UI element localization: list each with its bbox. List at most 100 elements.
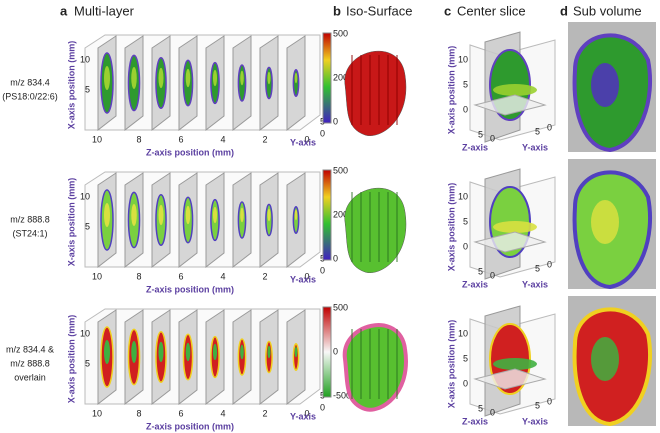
- axis-label: X-axis position (mm): [66, 315, 76, 404]
- slice-detail: [294, 72, 298, 84]
- tick-label: 10: [458, 328, 468, 338]
- axis-box: [84, 34, 321, 131]
- tick-label: 10: [92, 134, 102, 144]
- slice-detail: [212, 343, 218, 361]
- axis-box: [84, 308, 321, 405]
- slice-detail: [267, 345, 271, 359]
- tick-label: 5: [463, 216, 468, 226]
- iso-surface: [342, 323, 408, 412]
- colorbar-tick: 200: [333, 209, 348, 219]
- slice-detail: [158, 341, 164, 363]
- iso-surface: [344, 187, 407, 273]
- slice-detail: [185, 68, 191, 88]
- tick-label: 10: [458, 191, 468, 201]
- axis-label: Z-axis: [462, 142, 488, 152]
- row-label: m/z 888.8: [10, 214, 50, 224]
- axis-label: Y-axis: [290, 137, 316, 147]
- colorbar-tick: -500: [333, 390, 351, 400]
- tick-label: 10: [80, 54, 90, 64]
- axis-label: X-axis position (mm): [66, 41, 76, 130]
- tick-label: 6: [178, 271, 183, 281]
- tick-label: 0: [490, 133, 495, 143]
- panel-letter: c: [444, 3, 451, 18]
- axis-label: Y-axis: [522, 416, 548, 426]
- slice-detail: [185, 205, 191, 225]
- slice-detail: [240, 70, 244, 86]
- slice-detail: [131, 203, 137, 227]
- axis-label: Z-axis position (mm): [146, 421, 234, 431]
- axis-label: Z-axis: [462, 416, 488, 426]
- colorbar-tick: 0: [333, 346, 338, 356]
- colorbar-tick: 0: [333, 253, 338, 263]
- colorbar-tick: 500: [333, 165, 348, 175]
- slice-detail: [158, 67, 164, 89]
- row-label: (ST24:1): [12, 228, 47, 238]
- slice-detail: [493, 84, 537, 96]
- tick-label: 5: [478, 129, 483, 139]
- tick-label: 0: [490, 407, 495, 417]
- slice-detail: [185, 342, 191, 362]
- axis-label: X-axis position (mm): [446, 320, 456, 409]
- slice-detail: [104, 340, 110, 364]
- tick-label: 5: [535, 400, 540, 410]
- slice-detail: [212, 206, 218, 224]
- tick-label: 0: [490, 270, 495, 280]
- slice-detail: [267, 208, 271, 222]
- tick-label: 5: [85, 221, 90, 231]
- tick-label: 5: [478, 403, 483, 413]
- slice-detail: [493, 358, 537, 370]
- tick-label: 0: [304, 271, 309, 281]
- tick-label: 0: [320, 402, 325, 412]
- tick-label: 10: [80, 191, 90, 201]
- tick-label: 5: [478, 266, 483, 276]
- colorbar: [322, 306, 332, 398]
- slice-detail: [240, 207, 244, 223]
- tick-label: 5: [535, 126, 540, 136]
- tick-label: 0: [304, 408, 309, 418]
- slice-detail: [294, 209, 298, 221]
- axis-box: [84, 171, 321, 268]
- slice-detail: [294, 346, 298, 358]
- slice-plane: [473, 368, 547, 390]
- slice-plane: [473, 94, 547, 116]
- tick-label: 0: [304, 134, 309, 144]
- axis-label: Y-axis: [290, 274, 316, 284]
- axis-label: Z-axis position (mm): [146, 284, 234, 294]
- tick-label: 5: [85, 358, 90, 368]
- axis-label: X-axis position (mm): [66, 178, 76, 267]
- slice-detail: [240, 344, 244, 360]
- tick-label: 5: [85, 84, 90, 94]
- axis-label: Z-axis: [462, 279, 488, 289]
- axis-label: Y-axis: [290, 411, 316, 421]
- panel-title: Iso-Surface: [346, 3, 412, 18]
- tick-label: 8: [136, 134, 141, 144]
- row-label: (PS18:0/22:6): [2, 91, 58, 101]
- tick-label: 10: [92, 271, 102, 281]
- sub-volume-detail: [591, 337, 619, 381]
- panel-title: Sub volume: [573, 3, 642, 18]
- row-label: m/z 888.8: [10, 358, 50, 368]
- slice-detail: [131, 66, 137, 90]
- axis-label: Y-axis: [522, 142, 548, 152]
- tick-label: 5: [535, 263, 540, 273]
- tick-label: 6: [178, 134, 183, 144]
- tick-label: 8: [136, 271, 141, 281]
- tick-label: 10: [92, 408, 102, 418]
- panel-letter: d: [560, 3, 568, 18]
- tick-label: 2: [262, 408, 267, 418]
- tick-label: 5: [463, 79, 468, 89]
- tick-label: 4: [220, 271, 225, 281]
- colorbar-tick: 0: [333, 116, 338, 126]
- colorbar: [322, 32, 332, 124]
- tick-label: 10: [80, 328, 90, 338]
- tick-label: 0: [547, 122, 552, 132]
- tick-label: 0: [320, 128, 325, 138]
- tick-label: 0: [463, 104, 468, 114]
- colorbar-tick: 500: [333, 302, 348, 312]
- tick-label: 5: [463, 353, 468, 363]
- tick-label: 4: [220, 134, 225, 144]
- tick-label: 0: [463, 241, 468, 251]
- panel-title: Multi-layer: [74, 3, 135, 18]
- panel-letter: a: [60, 3, 68, 18]
